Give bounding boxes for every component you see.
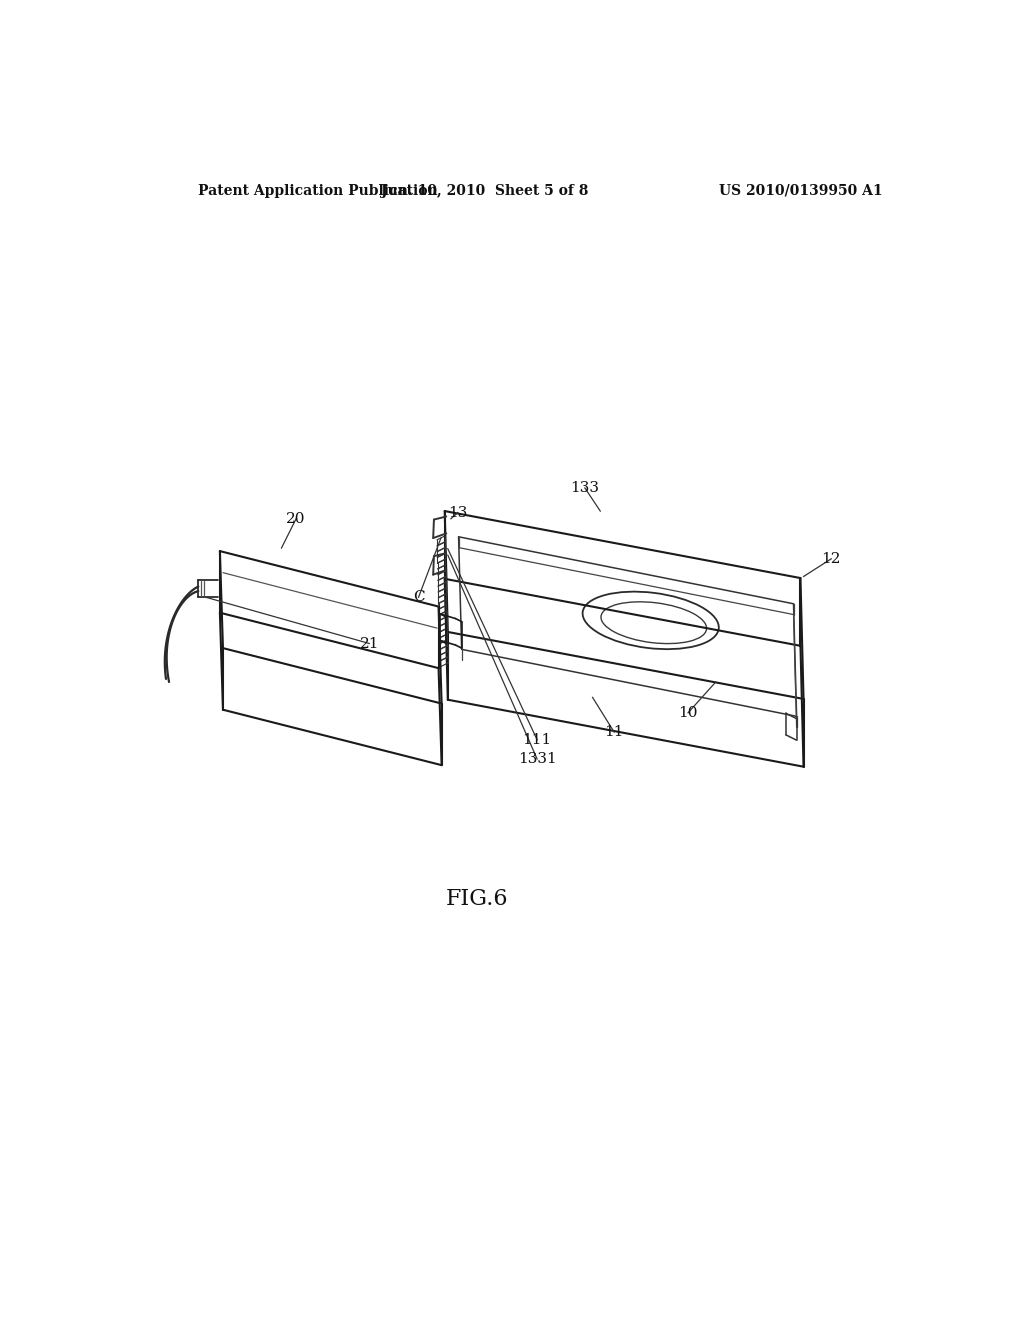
Text: 111: 111 [522,733,552,747]
Text: FIG.6: FIG.6 [445,888,508,911]
Text: 13: 13 [449,506,468,520]
Text: 12: 12 [821,552,841,566]
Text: Jun. 10, 2010  Sheet 5 of 8: Jun. 10, 2010 Sheet 5 of 8 [381,183,589,198]
Text: US 2010/0139950 A1: US 2010/0139950 A1 [719,183,883,198]
Text: 1331: 1331 [518,752,556,766]
Text: 21: 21 [359,636,379,651]
Text: 10: 10 [678,706,697,719]
Text: C: C [413,590,424,605]
Text: 20: 20 [287,512,306,525]
Text: 11: 11 [604,725,624,739]
Text: 133: 133 [570,480,599,495]
Text: Patent Application Publication: Patent Application Publication [199,183,438,198]
